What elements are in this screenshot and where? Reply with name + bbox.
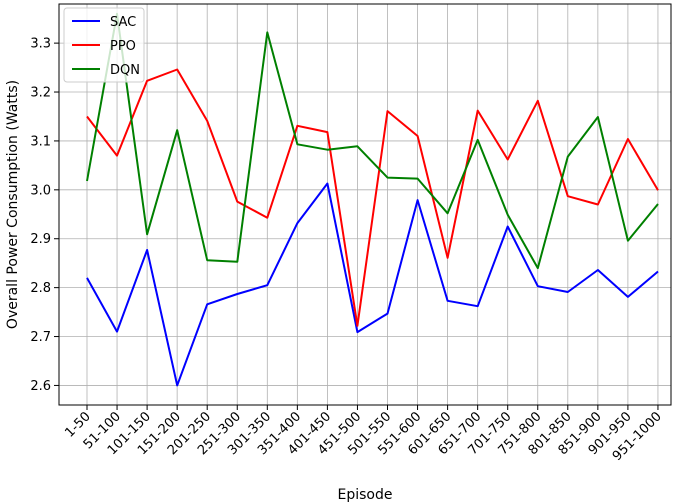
legend-label-dqn: DQN	[110, 63, 140, 78]
y-tick-label: 3.0	[30, 183, 51, 198]
y-tick-label: 3.3	[30, 37, 51, 52]
legend: SAC PPO DQN	[63, 7, 145, 83]
series-lines	[86, 12, 659, 387]
y-axis-title: Overall Power Consumption (Watts)	[5, 80, 21, 329]
y-tick-label: 3.1	[30, 134, 51, 149]
y-tick-label: 3.2	[30, 86, 51, 101]
y-axis: 2.6 2.7 2.8 2.9 3.0 3.1 3.2 3.3	[30, 37, 59, 394]
y-tick-label: 2.7	[30, 330, 51, 345]
y-tick-label: 2.9	[30, 232, 51, 247]
series-line-sac	[86, 182, 659, 387]
grid-lines	[59, 4, 671, 405]
y-tick-label: 2.8	[30, 281, 51, 296]
y-tick-label: 2.6	[30, 379, 51, 394]
x-axis: 1-5051-100101-150151-200201-250251-30030…	[62, 405, 665, 464]
plot-area	[58, 3, 672, 406]
legend-label-ppo: PPO	[110, 39, 136, 54]
series-line-dqn	[86, 12, 659, 270]
series-line-ppo	[86, 68, 659, 327]
legend-label-sac: SAC	[110, 15, 136, 30]
x-axis-title: Episode	[338, 487, 393, 503]
legend-box	[63, 7, 145, 83]
